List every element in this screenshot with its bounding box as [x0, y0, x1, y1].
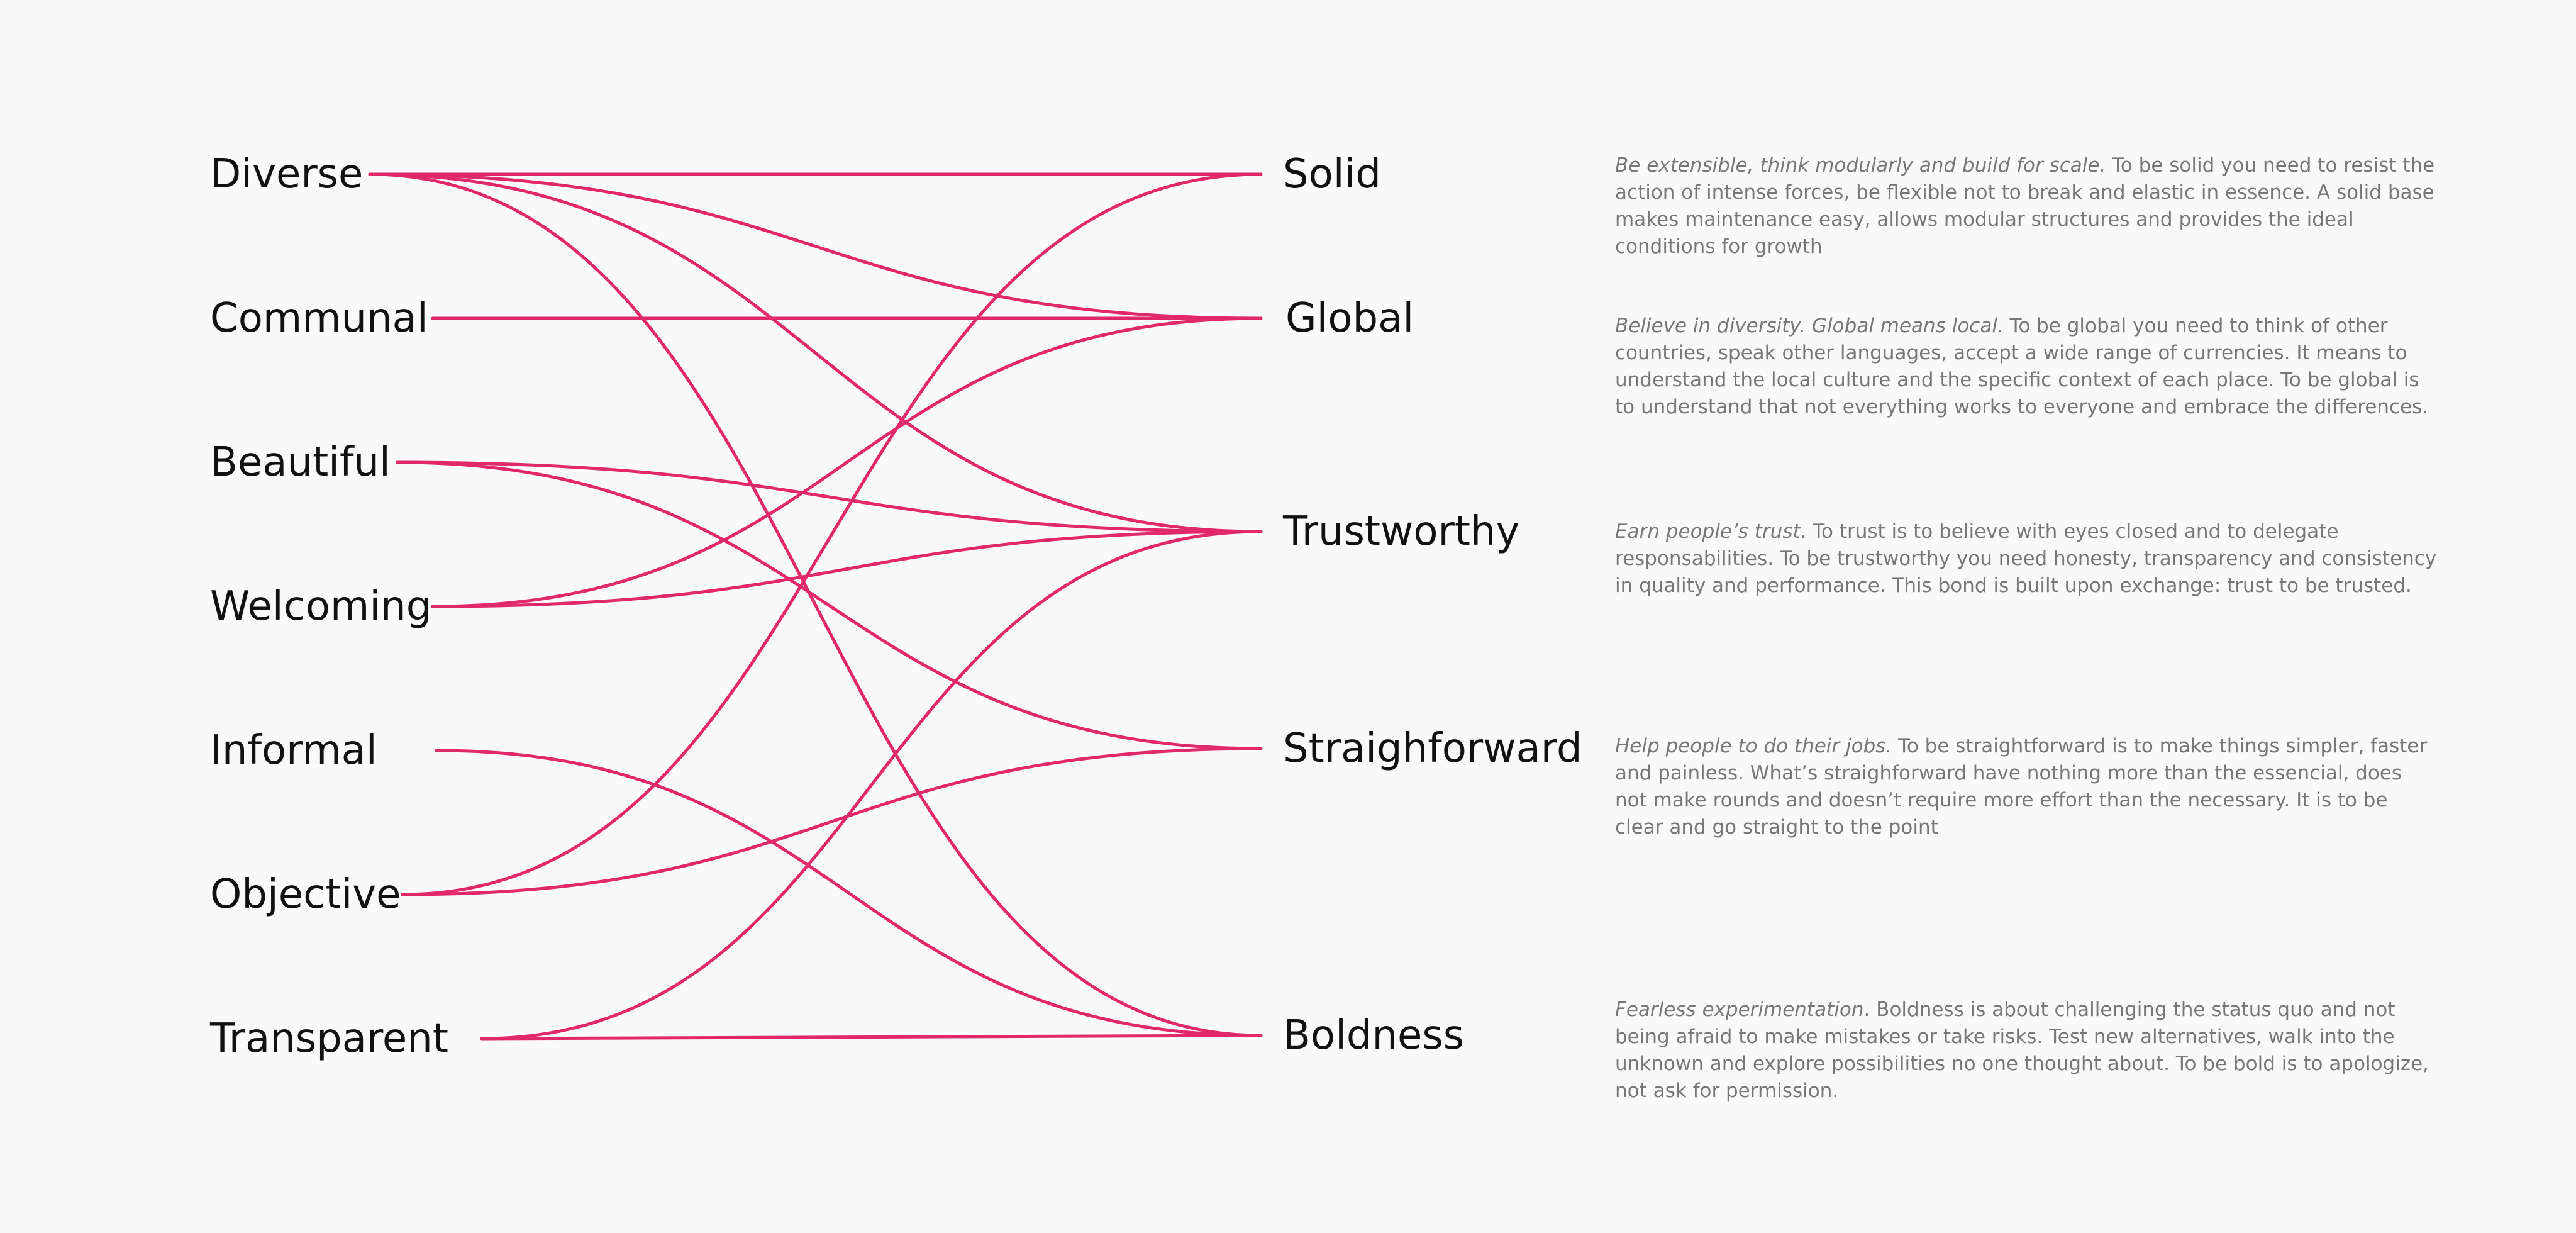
link-beautiful-trustworthy: [396, 460, 1263, 533]
left-word-communal: Communal: [210, 295, 428, 342]
link-diverse-trustworthy: [368, 172, 1263, 533]
tagline-solid: Be extensible, think modularly and build…: [1615, 154, 2106, 177]
link-diverse-boldness: [368, 172, 1263, 1037]
description-straighforward: Help people to do their jobs. To be stra…: [1615, 733, 2439, 841]
link-objective-straighforward: [401, 747, 1263, 896]
description-solid: Be extensible, think modularly and build…: [1615, 152, 2439, 260]
description-text-trustworthy: . To trust is to believe with eyes close…: [1615, 520, 2437, 597]
link-transparent-trustworthy: [480, 530, 1263, 1041]
description-text-boldness: . Boldness is about challenging the stat…: [1615, 998, 2429, 1102]
right-word-straighforward: Straighforward: [1283, 725, 1582, 772]
left-word-transparent: Transparent: [210, 1015, 448, 1062]
link-welcoming-trustworthy: [431, 530, 1263, 608]
left-word-welcoming: Welcoming: [210, 583, 432, 630]
right-word-global: Global: [1285, 295, 1414, 342]
description-global: Believe in diversity. Global means local…: [1615, 313, 2439, 421]
description-trustworthy: Earn people’s trust. To trust is to beli…: [1615, 518, 2439, 600]
link-diverse-global: [368, 172, 1263, 320]
left-word-beautiful: Beautiful: [210, 439, 391, 486]
link-welcoming-global: [431, 316, 1263, 608]
right-word-trustworthy: Trustworthy: [1283, 508, 1520, 555]
description-text-straighforward: To be straightforward is to make things …: [1615, 735, 2428, 839]
tagline-boldness: Fearless experimentation: [1615, 998, 1864, 1021]
tagline-global: Believe in diversity. Global means local…: [1615, 315, 2004, 337]
right-word-boldness: Boldness: [1283, 1012, 1465, 1059]
link-informal-boldness: [435, 749, 1263, 1037]
right-word-solid: Solid: [1283, 151, 1381, 198]
description-text-solid: To be solid you need to resist the actio…: [1615, 154, 2435, 258]
left-word-objective: Objective: [210, 871, 401, 918]
description-text-global: To be global you need to think of other …: [1615, 315, 2429, 418]
left-word-informal: Informal: [210, 727, 377, 774]
description-boldness: Fearless experimentation. Boldness is ab…: [1615, 996, 2439, 1105]
link-transparent-boldness: [480, 1034, 1263, 1041]
left-word-diverse: Diverse: [210, 151, 364, 198]
tagline-straighforward: Help people to do their jobs.: [1615, 735, 1892, 757]
link-objective-solid: [401, 172, 1263, 896]
tagline-trustworthy: Earn people’s trust: [1615, 520, 1801, 543]
link-beautiful-straighforward: [396, 460, 1263, 750]
